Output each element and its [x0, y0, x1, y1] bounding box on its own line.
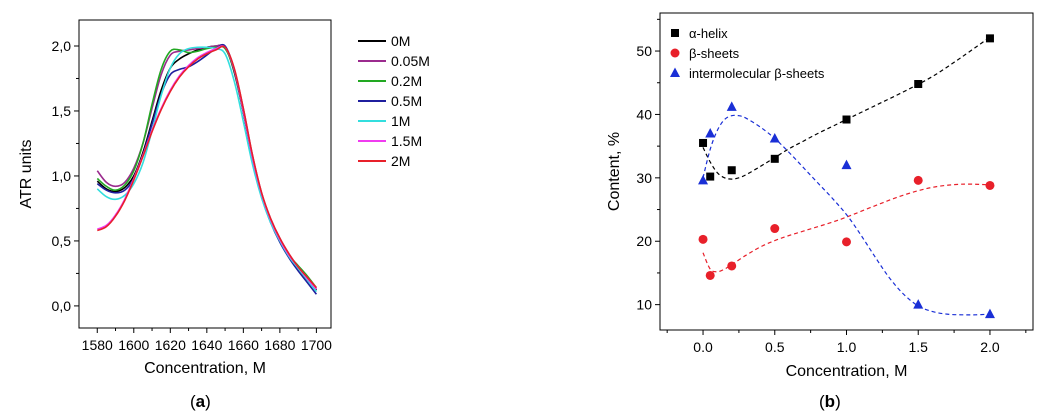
data-point-square	[985, 34, 994, 43]
legend-marker	[671, 29, 679, 37]
y-tick-label: 10	[636, 297, 652, 313]
legend-label: α-helix	[689, 26, 728, 41]
data-point-square	[699, 138, 708, 147]
spectrum-line-0.5M	[96, 43, 318, 295]
x-tick-label: 1.5	[908, 339, 928, 355]
data-point-circle	[727, 261, 737, 271]
fit-curve-triangle	[702, 114, 991, 316]
plot-frame	[78, 19, 332, 329]
panel-b-content-chart: 0.0 0.5 1.0 1.5 2.0 10 20 30 40 50 Concentration, …	[606, 12, 1034, 380]
spectrum-line-2M	[97, 45, 317, 289]
data-point-triangle	[726, 101, 737, 111]
legend-label: 1M	[391, 113, 410, 129]
spectrum-line-0.05M	[96, 44, 317, 290]
y-tick-label: 1,5	[52, 103, 72, 119]
legend-label: 1.5M	[391, 133, 422, 149]
data-point-square	[706, 172, 715, 181]
y-tick-label: 30	[636, 170, 652, 186]
data-point-circle	[985, 180, 995, 190]
data-point-triangle	[698, 174, 709, 185]
data-point-square	[770, 154, 779, 163]
fit-curve-circle	[702, 183, 991, 273]
y-tick-label: 0,0	[52, 298, 72, 314]
fit-curve-square	[702, 36, 991, 180]
legend-marker	[670, 67, 680, 77]
data-point-triangle	[705, 127, 716, 138]
spectrum-line-1.5M	[97, 45, 317, 290]
data-point-triangle	[984, 308, 995, 319]
data-point-circle	[842, 237, 851, 247]
legend-label: 2M	[391, 153, 410, 169]
legend-label: 0.2M	[391, 73, 422, 89]
x-tick-label: 1600	[118, 337, 149, 353]
legend-label: 0.05M	[391, 53, 430, 69]
legend-marker	[670, 48, 680, 58]
legend-label: intermolecular β-sheets	[689, 66, 825, 81]
data-point-triangle	[841, 159, 852, 170]
panel-a-atr-spectra-chart: 1580 1600 1620 1640 1660 1680 1700 0,0 0,5 1,0 1,5…	[18, 19, 430, 377]
data-point-square	[727, 166, 736, 175]
data-point-square	[842, 115, 851, 124]
x-tick-label: 0.5	[765, 339, 785, 355]
x-axis-label: Concentration, M	[786, 363, 908, 380]
y-tick-label: 1,0	[52, 168, 72, 184]
data-point-triangle	[913, 299, 924, 309]
x-tick-label: 1640	[191, 337, 222, 353]
y-tick-label: 20	[636, 233, 652, 249]
panel-b-caption: (b)	[819, 392, 841, 411]
x-tick-label: 1580	[82, 337, 113, 353]
y-axis-label: Content, %	[606, 132, 623, 211]
x-axis-label: Concentration, M	[144, 360, 266, 377]
y-tick-label: 0,5	[52, 233, 72, 249]
x-tick-label: 1620	[155, 337, 186, 353]
data-point-circle	[770, 224, 780, 234]
x-tick-label: 2.0	[980, 339, 1000, 355]
legend-label: β-sheets	[689, 46, 740, 61]
legend-label: 0.5M	[391, 93, 422, 109]
y-tick-label: 40	[636, 106, 652, 122]
data-point-circle	[913, 175, 923, 185]
x-tick-label: 1680	[264, 337, 295, 353]
spectrum-line-1M	[96, 46, 318, 293]
x-tick-label: 1.0	[837, 339, 857, 355]
x-tick-label: 1700	[301, 337, 332, 353]
x-tick-label: 0.0	[693, 339, 713, 355]
x-tick-label: 1660	[228, 337, 259, 353]
y-tick-label: 50	[636, 43, 652, 59]
legend-label: 0M	[391, 33, 410, 49]
y-tick-label: 2,0	[52, 38, 72, 54]
data-point-circle	[698, 234, 708, 244]
data-point-triangle	[769, 133, 780, 143]
y-axis-label: ATR units	[18, 139, 35, 208]
data-point-circle	[705, 270, 715, 280]
data-point-square	[914, 80, 923, 89]
spectrum-line-0.2M	[96, 45, 318, 289]
panel-a-caption: (a)	[190, 392, 211, 411]
spectrum-line-0M	[96, 44, 317, 291]
